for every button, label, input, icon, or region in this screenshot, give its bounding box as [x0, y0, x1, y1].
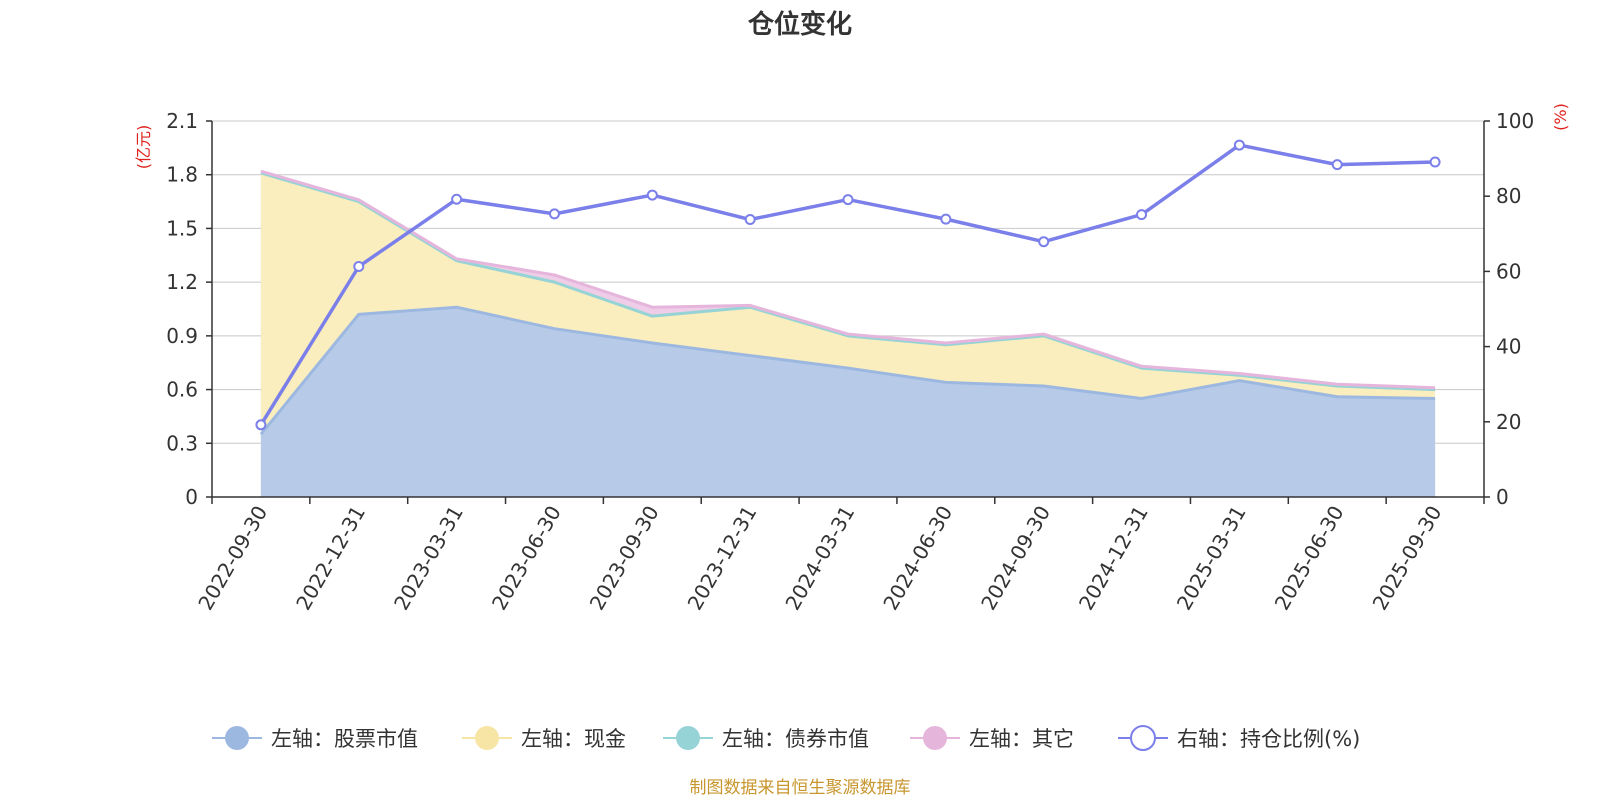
holding-ratio-point — [1429, 156, 1441, 168]
left-tick-label: 0.9 — [166, 324, 198, 348]
chart-title: 仓位变化 — [747, 9, 852, 40]
x-tick-label: 2025-06-30 — [1270, 502, 1349, 615]
legend-marker-0 — [225, 726, 249, 750]
left-tick-label: 2.1 — [166, 109, 198, 133]
legend: 左轴：股票市值 左轴：现金 左轴：债券市值 左轴：其它 右轴：持仓比例(%) — [212, 725, 1360, 751]
x-tick-label: 2022-09-30 — [193, 502, 272, 615]
right-tick-label: 80 — [1496, 184, 1521, 208]
holding-ratio-point — [548, 208, 560, 220]
left-axis-unit: (亿元) — [134, 125, 153, 170]
x-tick-label: 2025-09-30 — [1368, 502, 1447, 615]
holding-ratio-point — [255, 419, 267, 431]
x-tick-label: 2024-06-30 — [878, 502, 957, 615]
right-tick-label: 0 — [1496, 485, 1509, 509]
legend-label-2: 左轴：债券市值 — [722, 727, 869, 751]
data-source-note: 制图数据来自恒生聚源数据库 — [690, 778, 911, 798]
right-tick-label: 100 — [1496, 109, 1534, 133]
left-tick-label: 0.3 — [166, 431, 198, 455]
holding-ratio-series — [255, 139, 1441, 431]
left-tick-label: 0 — [185, 485, 198, 509]
left-tick-label: 1.2 — [166, 270, 198, 294]
series-line-3 — [260, 169, 1436, 390]
right-tick-label: 60 — [1496, 259, 1521, 283]
x-tick-label: 2024-09-30 — [976, 502, 1055, 615]
legend-label-4: 右轴：持仓比例(%) — [1177, 727, 1360, 751]
legend-label-1: 左轴：现金 — [521, 727, 626, 751]
x-tick-label: 2023-12-31 — [683, 502, 762, 615]
legend-marker-1 — [475, 726, 499, 750]
right-tick-label: 40 — [1496, 335, 1521, 359]
x-tick-label: 2023-03-31 — [389, 501, 468, 614]
holding-ratio-point — [842, 194, 854, 206]
left-tick-label: 1.8 — [166, 163, 198, 187]
series-line-0 — [259, 305, 1436, 436]
holding-ratio-point — [646, 189, 658, 201]
legend-label-3: 左轴：其它 — [969, 727, 1074, 751]
x-tick-label: 2024-03-31 — [780, 502, 859, 615]
x-tick-label: 2023-06-30 — [487, 502, 566, 615]
series-line-2 — [260, 171, 1436, 392]
left-tick-label: 0.6 — [166, 378, 198, 402]
x-tick-label: 2022-12-31 — [291, 502, 370, 615]
holding-ratio-point — [353, 261, 365, 273]
legend-label-0: 左轴：股票市值 — [271, 727, 418, 751]
holding-ratio-point — [1038, 236, 1050, 248]
holding-ratio-point — [940, 213, 952, 225]
holding-ratio-point — [744, 214, 756, 226]
stacked-areas — [259, 169, 1436, 497]
left-tick-label: 1.5 — [166, 216, 198, 240]
area-0 — [260, 307, 1436, 497]
legend-marker-4 — [1130, 725, 1156, 751]
x-tick-label: 2025-03-31 — [1172, 502, 1251, 615]
legend-marker-2 — [676, 726, 700, 750]
x-tick-label: 2024-12-31 — [1074, 502, 1153, 615]
holding-ratio-point — [1136, 209, 1148, 221]
legend-marker-3 — [923, 726, 947, 750]
holding-ratio-point — [1233, 139, 1245, 151]
x-tick-label: 2023-09-30 — [585, 502, 664, 615]
holding-ratio-point — [451, 193, 463, 205]
right-tick-label: 20 — [1496, 410, 1521, 434]
right-axis-unit: (%) — [1551, 103, 1570, 131]
holding-ratio-point — [1331, 159, 1343, 171]
